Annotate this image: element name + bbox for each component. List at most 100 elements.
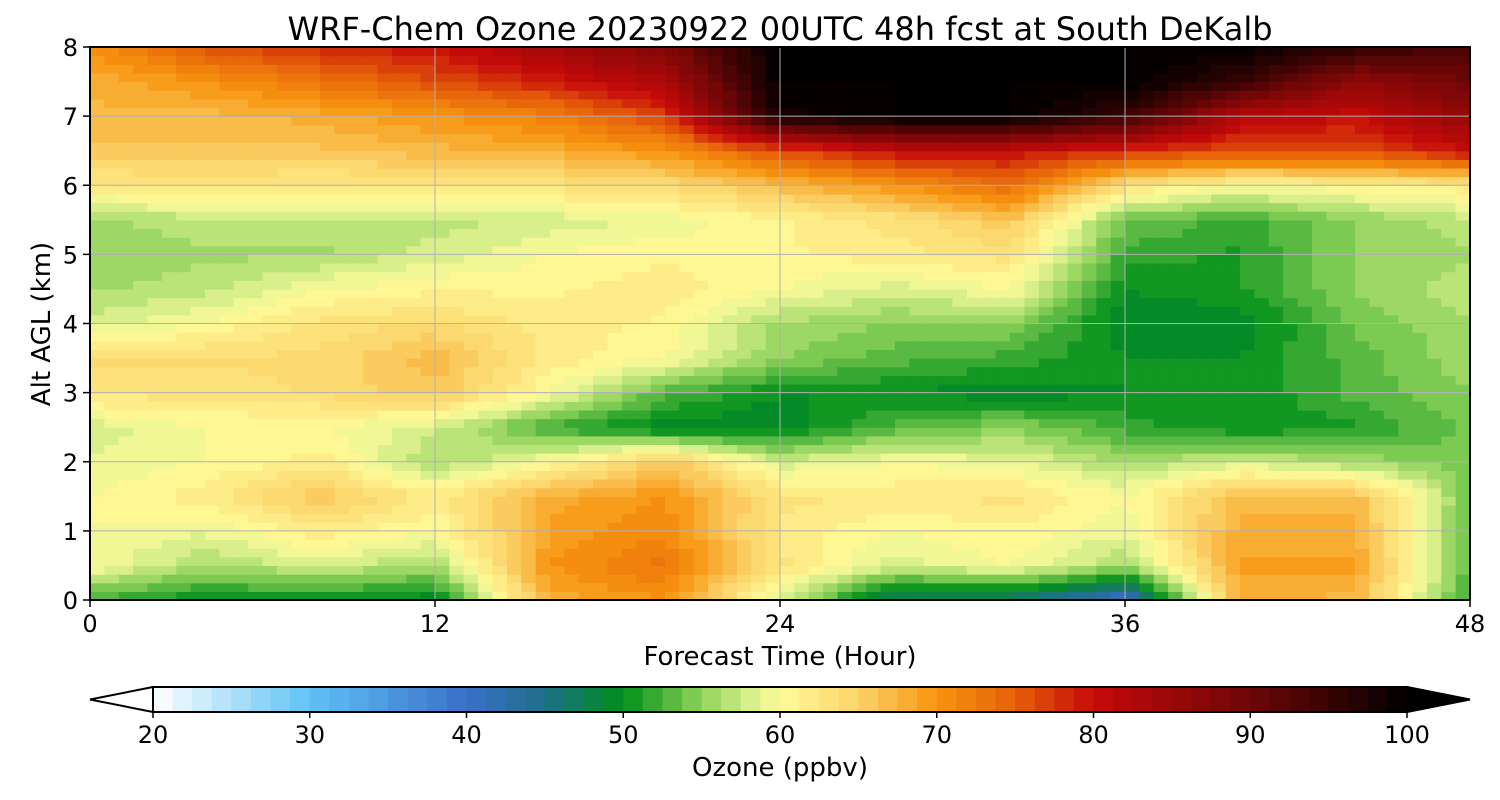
heatmap-cell bbox=[420, 237, 436, 247]
heatmap-cell bbox=[104, 332, 120, 342]
heatmap-cell bbox=[248, 556, 264, 567]
heatmap-cell bbox=[435, 297, 450, 307]
heatmap-cell bbox=[1211, 228, 1227, 238]
heatmap-cell bbox=[1196, 211, 1212, 221]
heatmap-cell bbox=[363, 487, 379, 497]
heatmap-cell bbox=[895, 176, 910, 186]
heatmap-cell bbox=[1240, 582, 1255, 592]
heatmap-cell bbox=[1326, 530, 1342, 541]
heatmap-cell bbox=[248, 280, 264, 290]
heatmap-cell bbox=[305, 513, 321, 523]
heatmap-cell bbox=[995, 193, 1011, 204]
heatmap-cell bbox=[1010, 349, 1025, 359]
heatmap-cell bbox=[233, 366, 249, 376]
heatmap-cell bbox=[118, 142, 134, 152]
heatmap-cell bbox=[420, 228, 436, 238]
heatmap-cell bbox=[1283, 504, 1299, 515]
heatmap-cell bbox=[794, 427, 810, 437]
heatmap-cell bbox=[348, 513, 364, 523]
heatmap-cell bbox=[1283, 470, 1299, 480]
heatmap-cell bbox=[147, 401, 163, 411]
heatmap-cell bbox=[90, 375, 105, 385]
heatmap-cell bbox=[1196, 504, 1212, 515]
heatmap-cell bbox=[550, 366, 565, 376]
heatmap-cell bbox=[650, 237, 666, 247]
heatmap-cell bbox=[593, 479, 609, 489]
heatmap-cell bbox=[1326, 219, 1342, 230]
heatmap-cell bbox=[1096, 427, 1112, 437]
heatmap-cell bbox=[593, 314, 609, 325]
heatmap-cell bbox=[506, 323, 522, 333]
heatmap-cell bbox=[1412, 237, 1428, 247]
heatmap-cell bbox=[866, 504, 882, 515]
heatmap-cell bbox=[1196, 167, 1212, 178]
heatmap-cell bbox=[348, 211, 364, 221]
heatmap-cell bbox=[406, 314, 422, 325]
heatmap-cell bbox=[1412, 254, 1428, 264]
heatmap-cell bbox=[1182, 392, 1198, 402]
heatmap-cell bbox=[320, 159, 335, 169]
heatmap-cell bbox=[391, 479, 407, 489]
heatmap-cell bbox=[1311, 453, 1327, 463]
heatmap-cell bbox=[708, 219, 724, 230]
heatmap-cell bbox=[435, 530, 450, 541]
heatmap-cell bbox=[851, 444, 867, 454]
heatmap-cell bbox=[262, 185, 278, 195]
heatmap-cell bbox=[578, 409, 594, 420]
heatmap-cell bbox=[880, 479, 896, 489]
heatmap-cell bbox=[1311, 237, 1327, 247]
heatmap-cell bbox=[190, 254, 206, 264]
heatmap-cell bbox=[291, 582, 307, 592]
heatmap-cell bbox=[133, 504, 149, 515]
heatmap-cell bbox=[161, 193, 177, 204]
heatmap-cell bbox=[90, 418, 105, 428]
heatmap-cell bbox=[348, 237, 364, 247]
heatmap-cell bbox=[1067, 461, 1083, 471]
heatmap-cell bbox=[550, 297, 565, 307]
heatmap-cell bbox=[851, 263, 867, 273]
heatmap-cell bbox=[1383, 185, 1399, 195]
heatmap-cell bbox=[377, 375, 393, 385]
heatmap-cell bbox=[938, 219, 954, 230]
heatmap-cell bbox=[952, 263, 968, 273]
heatmap-cell bbox=[276, 565, 292, 575]
heatmap-cell bbox=[104, 358, 120, 368]
heatmap-cell bbox=[1211, 453, 1227, 463]
heatmap-cell bbox=[1412, 349, 1428, 359]
heatmap-cell bbox=[722, 366, 738, 376]
heatmap-cell bbox=[837, 548, 853, 558]
heatmap-cell bbox=[1168, 470, 1184, 480]
heatmap-cell bbox=[765, 254, 781, 264]
heatmap-cell bbox=[176, 306, 192, 316]
heatmap-cell bbox=[550, 323, 565, 333]
heatmap-cell bbox=[435, 453, 450, 463]
heatmap-cell bbox=[1283, 167, 1299, 178]
heatmap-cell bbox=[1326, 582, 1342, 592]
heatmap-cell bbox=[291, 219, 307, 230]
heatmap-cell bbox=[1369, 444, 1385, 454]
heatmap-cell bbox=[1110, 159, 1126, 169]
heatmap-cell bbox=[578, 340, 594, 351]
heatmap-cell bbox=[1240, 409, 1255, 420]
heatmap-cell bbox=[981, 435, 997, 446]
heatmap-cell bbox=[780, 323, 795, 333]
heatmap-cell bbox=[377, 167, 393, 178]
heatmap-cell bbox=[1355, 496, 1370, 506]
heatmap-cell bbox=[1168, 565, 1184, 575]
heatmap-cell bbox=[736, 176, 752, 186]
heatmap-cell bbox=[492, 556, 508, 567]
heatmap-cell bbox=[966, 530, 982, 541]
heatmap-cell bbox=[665, 185, 680, 195]
heatmap-cell bbox=[205, 211, 220, 221]
heatmap-cell bbox=[219, 591, 235, 601]
heatmap-cell bbox=[837, 159, 853, 169]
heatmap-cell bbox=[665, 401, 680, 411]
heatmap-cell bbox=[363, 479, 379, 489]
heatmap-cell bbox=[1412, 366, 1428, 376]
heatmap-cell bbox=[866, 254, 882, 264]
heatmap-cell bbox=[334, 556, 350, 567]
heatmap-cell bbox=[636, 340, 652, 351]
heatmap-cell bbox=[1355, 323, 1370, 333]
heatmap-cell bbox=[995, 461, 1011, 471]
heatmap-cell bbox=[233, 288, 249, 299]
